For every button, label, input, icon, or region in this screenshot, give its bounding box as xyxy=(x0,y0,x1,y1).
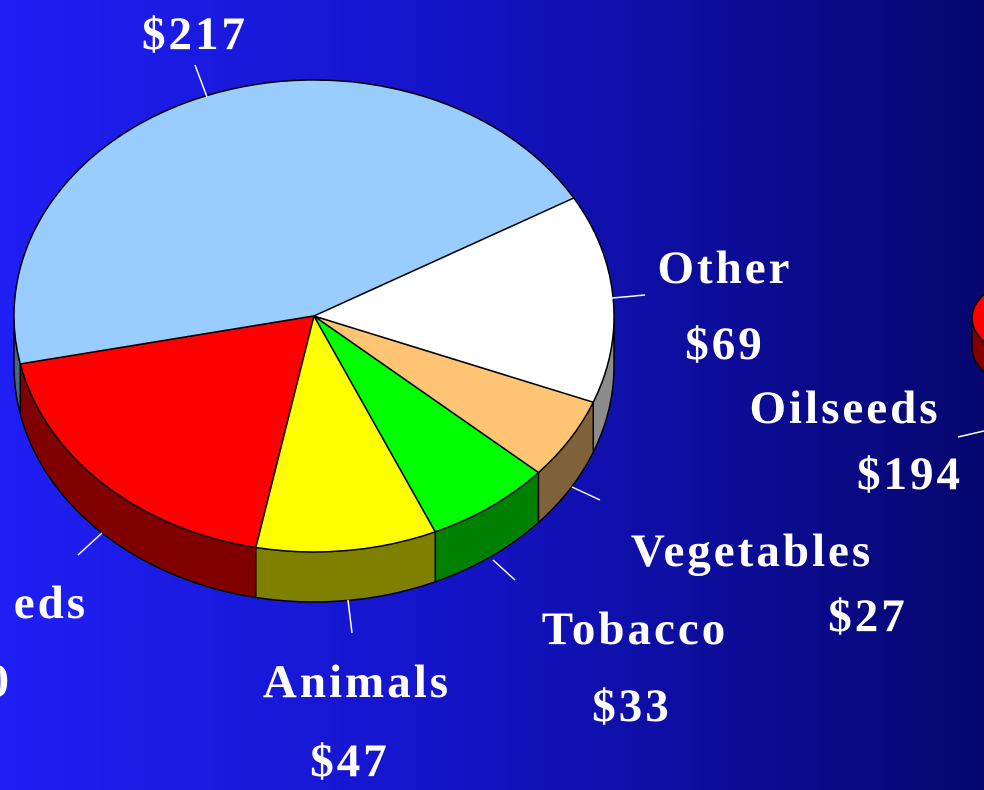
category-label: eds xyxy=(14,577,88,629)
leader-line xyxy=(77,532,103,556)
value-label: $69 xyxy=(685,318,765,370)
value-label: $33 xyxy=(592,680,672,732)
category-label: Oilseeds xyxy=(749,382,940,434)
leader-line xyxy=(611,294,646,299)
value-label: $47 xyxy=(310,735,390,787)
value-label: $90 xyxy=(0,655,12,707)
value-label: $194 xyxy=(857,448,963,500)
leader-line xyxy=(571,486,601,501)
category-label: Animals xyxy=(263,656,451,708)
value-label: $27 xyxy=(828,590,908,642)
category-label: Tobacco xyxy=(542,603,728,655)
pie-slice xyxy=(19,315,315,549)
pie-slice xyxy=(971,293,984,343)
leader-line xyxy=(957,430,984,438)
value-label: $217 xyxy=(142,8,248,60)
leader-line xyxy=(347,599,353,634)
category-label: Other xyxy=(657,242,792,294)
leader-line xyxy=(492,559,516,581)
pie-slice xyxy=(255,315,437,553)
pie-slice xyxy=(313,315,540,533)
category-label: Vegetables xyxy=(631,525,873,577)
leader-line xyxy=(194,64,208,98)
